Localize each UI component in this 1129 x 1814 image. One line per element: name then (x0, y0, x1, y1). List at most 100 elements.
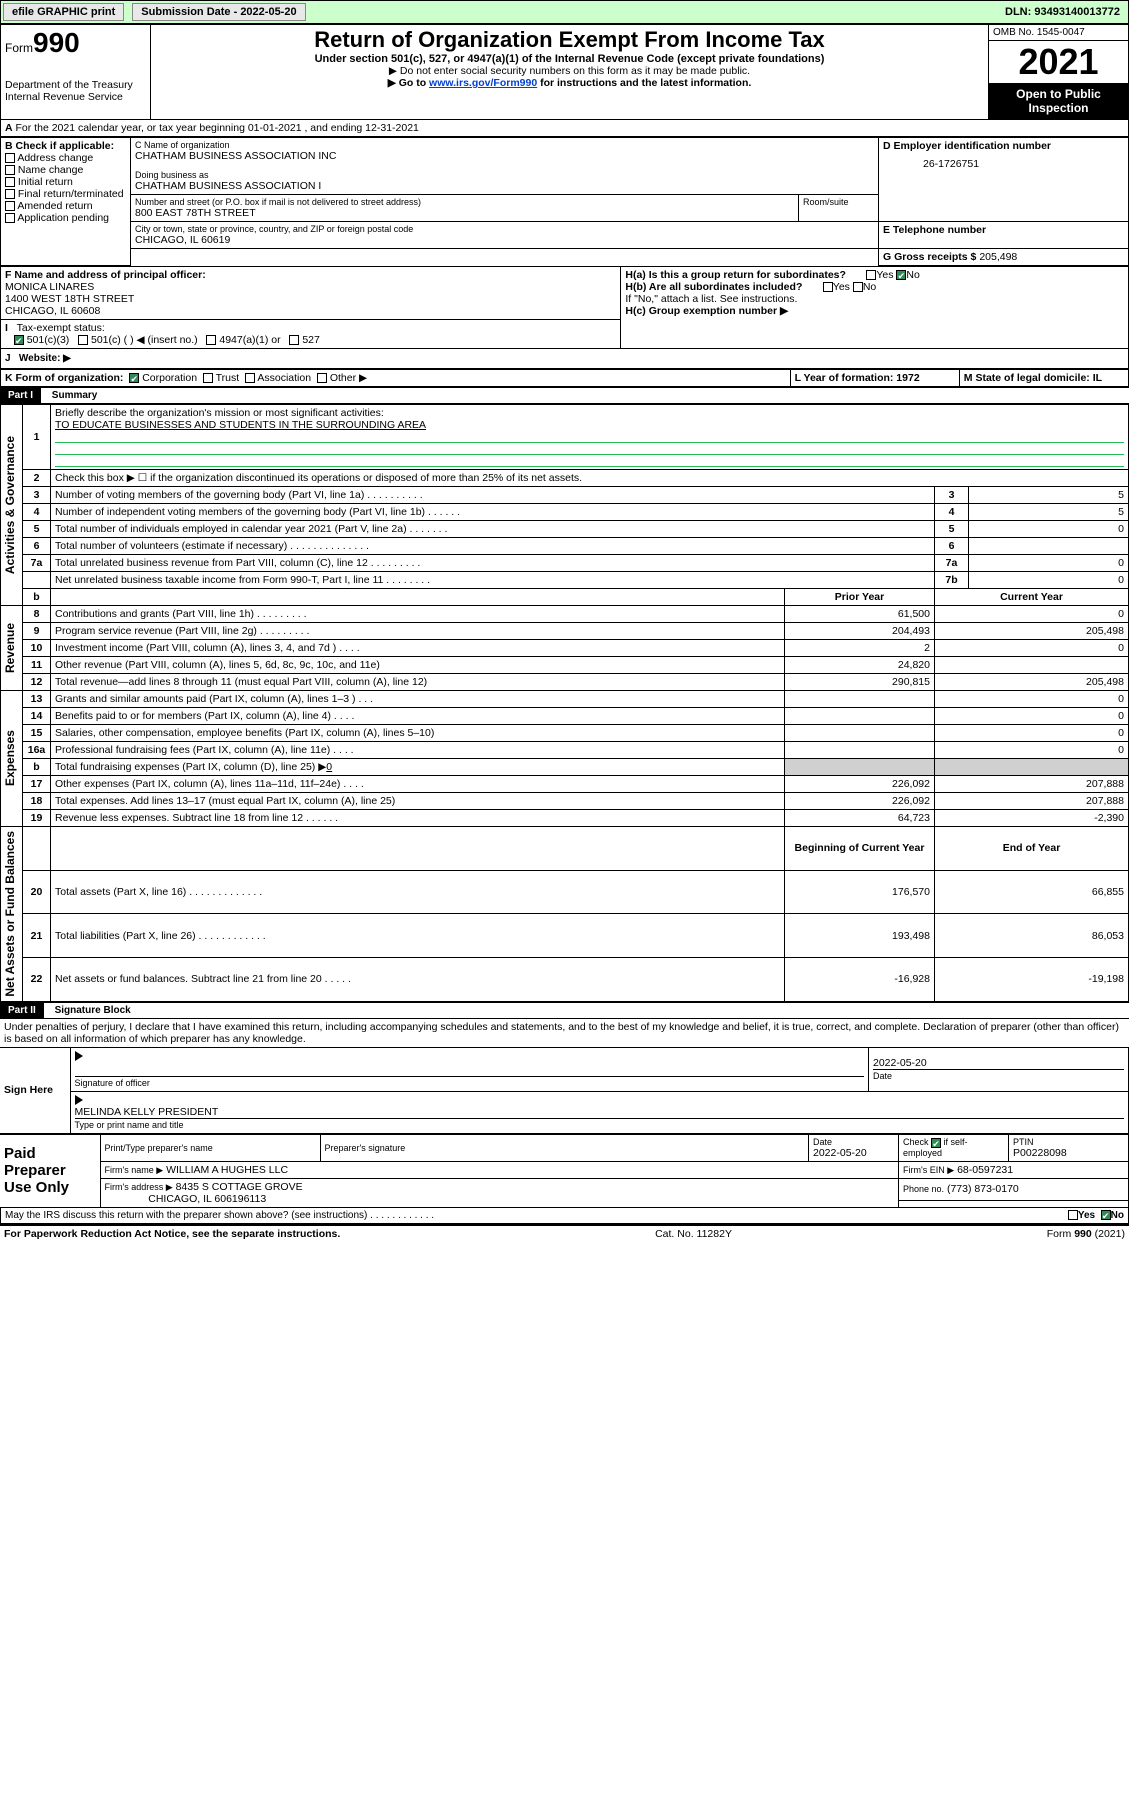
i-label: Tax-exempt status: (17, 322, 105, 334)
c-org-name: CHATHAM BUSINESS ASSOCIATION INC (135, 150, 874, 162)
firmname-label: Firm's name ▶ (105, 1165, 164, 1175)
p16a (785, 742, 935, 759)
val7a: 0 (969, 555, 1129, 572)
form-header: Form990 Department of the Treasury Inter… (0, 24, 1129, 120)
side-ag: Activities & Governance (1, 432, 19, 578)
g-gross-val: 205,498 (979, 251, 1017, 263)
line15: Salaries, other compensation, employee b… (51, 725, 785, 742)
d-ein-label: D Employer identification number (883, 140, 1124, 152)
line10: Investment income (Part VIII, column (A)… (51, 640, 785, 657)
part2-bar: Part II (0, 1003, 44, 1018)
col-bcy: Beginning of Current Year (785, 827, 935, 871)
part2-title: Signature Block (47, 1005, 131, 1016)
discuss-text: May the IRS discuss this return with the… (5, 1210, 1068, 1221)
p19: 64,723 (785, 810, 935, 827)
firmaddr: 8435 S COTTAGE GROVE (176, 1181, 303, 1193)
a-text: For the 2021 calendar year, or tax year … (16, 122, 419, 134)
side-na: Net Assets or Fund Balances (1, 827, 19, 1001)
c-dba-label: Doing business as (135, 170, 874, 180)
summary-table: Activities & Governance 1 Briefly descri… (0, 404, 1129, 1002)
form-word: Form (5, 41, 33, 55)
col-prior: Prior Year (785, 589, 935, 606)
firmaddr-label: Firm's address ▶ (105, 1182, 173, 1192)
c20: 66,855 (935, 870, 1129, 914)
c17: 207,888 (935, 776, 1129, 793)
f-city: CHICAGO, IL 60608 (5, 305, 616, 317)
footer-cat: Cat. No. 11282Y (655, 1228, 732, 1240)
prep-ptin: P00228098 (1013, 1147, 1124, 1159)
c19: -2,390 (935, 810, 1129, 827)
line9: Program service revenue (Part VIII, line… (51, 623, 785, 640)
prep-ptin-label: PTIN (1013, 1137, 1124, 1147)
c21: 86,053 (935, 914, 1129, 958)
p18: 226,092 (785, 793, 935, 810)
val6 (969, 538, 1129, 555)
omb-number: OMB No. 1545-0047 (989, 25, 1128, 41)
prep-date: 2022-05-20 (813, 1147, 894, 1159)
line11: Other revenue (Part VIII, column (A), li… (51, 657, 785, 674)
i-4947: 4947(a)(1) or (219, 334, 280, 346)
hc-line: H(c) Group exemption number ▶ (625, 305, 1124, 317)
paid-preparer-block: Paid Preparer Use Only Print/Type prepar… (0, 1134, 1129, 1208)
klm-block: K Form of organization: ✔ Corporation Tr… (0, 369, 1129, 387)
p22: -16,928 (785, 957, 935, 1001)
k-other: Other ▶ (330, 372, 367, 384)
line21: Total liabilities (Part X, line 26) . . … (51, 914, 785, 958)
c8: 0 (935, 606, 1129, 623)
p10: 2 (785, 640, 935, 657)
k-label: K Form of organization: (5, 372, 123, 384)
line3: Number of voting members of the governin… (51, 487, 935, 504)
col-current: Current Year (935, 589, 1129, 606)
firmein: 68-0597231 (957, 1164, 1013, 1176)
sig-date-val: 2022-05-20 (873, 1057, 1124, 1069)
q1-mission: Briefly describe the organization's miss… (55, 407, 384, 419)
i-527: 527 (302, 334, 320, 346)
fh-block: F Name and address of principal officer:… (0, 266, 1129, 349)
c9: 205,498 (935, 623, 1129, 640)
firmein-label: Firm's EIN ▶ (903, 1165, 954, 1175)
line16b: Total fundraising expenses (Part IX, col… (51, 759, 785, 776)
footer-right: Form 990 (2021) (1047, 1228, 1125, 1240)
prep-name-label: Print/Type preparer's name (105, 1143, 316, 1153)
prep-date-label: Date (813, 1137, 894, 1147)
b-opt-amended: Amended return (5, 200, 126, 212)
col-eoy: End of Year (935, 827, 1129, 871)
form-title: Return of Organization Exempt From Incom… (155, 27, 984, 53)
c10: 0 (935, 640, 1129, 657)
b-opt-final: Final return/terminated (5, 188, 126, 200)
firmcity: CHICAGO, IL 606196113 (148, 1193, 266, 1205)
c14: 0 (935, 708, 1129, 725)
d-ein: 26-1726751 (883, 152, 1124, 170)
irs-label: Internal Revenue Service (5, 91, 146, 103)
p15 (785, 725, 935, 742)
line7a: Total unrelated business revenue from Pa… (51, 555, 935, 572)
note-ssn: ▶ Do not enter social security numbers o… (155, 65, 984, 77)
b-opt-address: Address change (5, 152, 126, 164)
firmname: WILLIAM A HUGHES LLC (166, 1164, 288, 1176)
line18: Total expenses. Add lines 13–17 (must eq… (51, 793, 785, 810)
val3: 5 (969, 487, 1129, 504)
line6: Total number of volunteers (estimate if … (51, 538, 935, 555)
part1-header: Part I Summary (0, 387, 1129, 404)
p9: 204,493 (785, 623, 935, 640)
f-name: MONICA LINARES (5, 281, 616, 293)
sig-date-label: Date (873, 1071, 892, 1081)
line17: Other expenses (Part IX, column (A), lin… (51, 776, 785, 793)
p14 (785, 708, 935, 725)
irs-link[interactable]: www.irs.gov/Form990 (429, 77, 537, 89)
p17: 226,092 (785, 776, 935, 793)
goto-post: for instructions and the latest informat… (537, 77, 751, 89)
phone: (773) 873-0170 (947, 1183, 1019, 1195)
efile-print-btn[interactable]: efile GRAPHIC print (3, 3, 124, 21)
p20: 176,570 (785, 870, 935, 914)
sign-here-label: Sign Here (0, 1047, 70, 1133)
form-number: 990 (33, 27, 80, 58)
line14: Benefits paid to or for members (Part IX… (51, 708, 785, 725)
discuss-line: May the IRS discuss this return with the… (0, 1208, 1129, 1224)
i-501c3: 501(c)(3) (27, 334, 70, 346)
c-street-label: Number and street (or P.O. box if mail i… (135, 197, 794, 207)
p21: 193,498 (785, 914, 935, 958)
l-year: L Year of formation: 1972 (790, 370, 959, 387)
a-taxyear-line: A For the 2021 calendar year, or tax yea… (0, 120, 1129, 137)
b-opt-pending: Application pending (5, 212, 126, 224)
